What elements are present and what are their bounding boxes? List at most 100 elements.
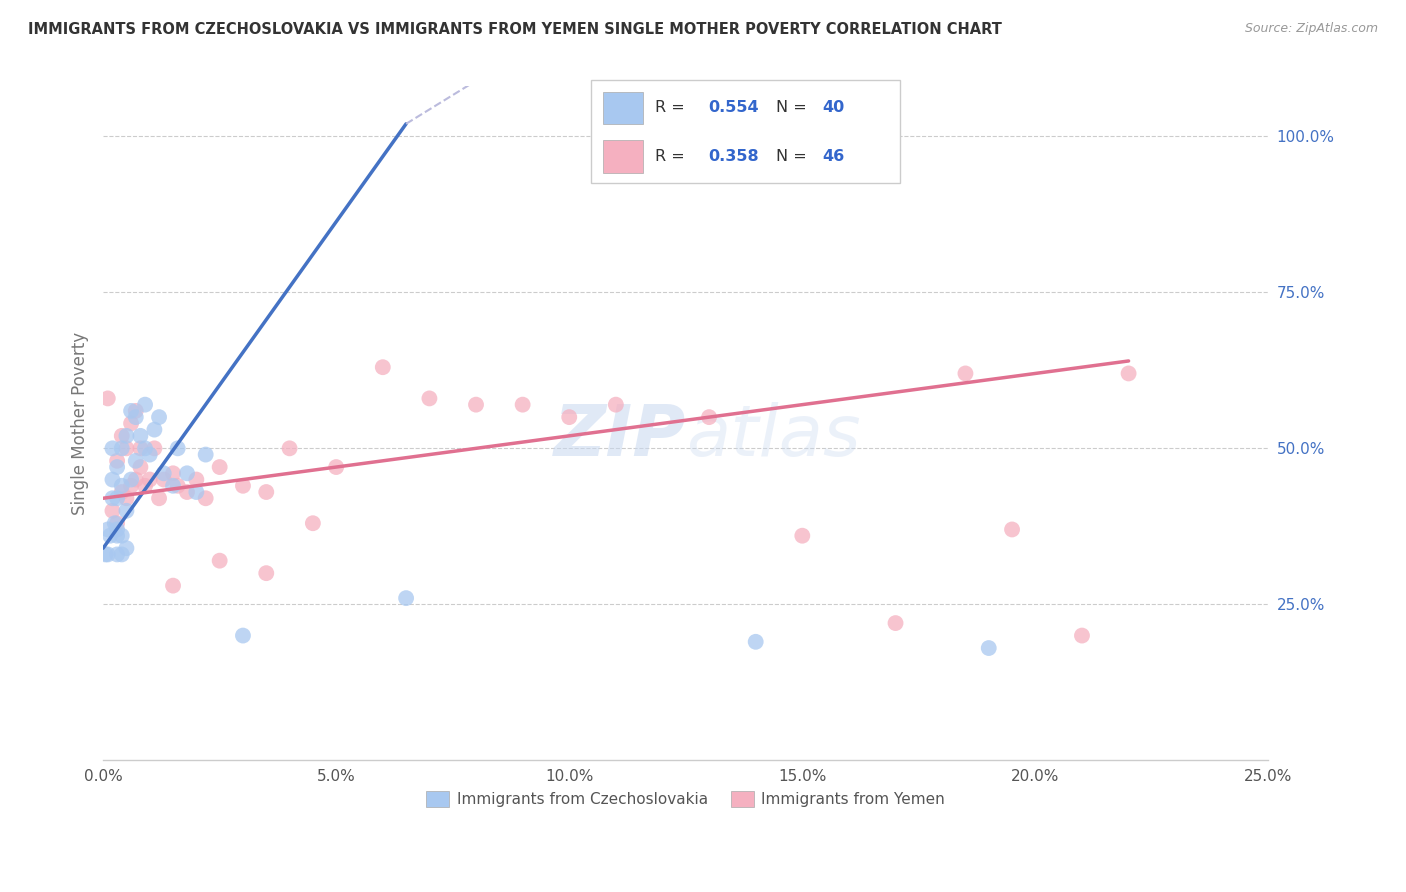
Point (120, 404, 142, 418)
Point (105, 454, 128, 468)
Point (558, 410, 581, 425)
Point (111, 442, 134, 456)
Point (129, 429, 152, 443)
Point (115, 429, 138, 443)
Point (105, 491, 128, 506)
Point (278, 442, 301, 456)
Point (162, 467, 184, 481)
Text: N =: N = (776, 101, 813, 115)
Point (105, 523, 128, 537)
Legend: Immigrants from Czechoslovakia, Immigrants from Yemen: Immigrants from Czechoslovakia, Immigran… (420, 785, 952, 814)
Point (148, 491, 170, 506)
Point (194, 491, 217, 506)
Point (162, 579, 184, 593)
Point (111, 429, 134, 443)
Point (97, 548, 120, 562)
Point (977, 641, 1000, 656)
Point (465, 398, 488, 412)
Point (125, 454, 148, 468)
Point (148, 410, 170, 425)
FancyBboxPatch shape (603, 140, 643, 173)
Text: 40: 40 (823, 101, 845, 115)
Text: Source: ZipAtlas.com: Source: ZipAtlas.com (1244, 22, 1378, 36)
Point (512, 398, 534, 412)
FancyBboxPatch shape (591, 80, 900, 183)
Point (143, 423, 166, 437)
Point (162, 479, 184, 493)
Point (120, 479, 142, 493)
Point (101, 473, 124, 487)
Y-axis label: Single Mother Poverty: Single Mother Poverty (72, 332, 89, 515)
Point (254, 485, 277, 500)
Point (166, 479, 188, 493)
Point (105, 516, 128, 531)
Point (125, 404, 148, 418)
Point (125, 473, 148, 487)
Point (208, 554, 231, 568)
Point (115, 541, 138, 556)
Point (744, 635, 766, 649)
Point (955, 367, 977, 381)
Point (101, 442, 124, 456)
Point (186, 485, 208, 500)
Point (111, 548, 134, 562)
Text: N =: N = (776, 149, 813, 164)
Point (152, 473, 174, 487)
Point (98, 529, 121, 543)
Point (143, 442, 166, 456)
Point (134, 442, 156, 456)
Point (101, 491, 124, 506)
Point (194, 448, 217, 462)
Point (129, 460, 152, 475)
Point (697, 410, 720, 425)
Text: R =: R = (655, 149, 690, 164)
Point (105, 529, 128, 543)
Point (1118, 367, 1140, 381)
Text: IMMIGRANTS FROM CZECHOSLOVAKIA VS IMMIGRANTS FROM YEMEN SINGLE MOTHER POVERTY CO: IMMIGRANTS FROM CZECHOSLOVAKIA VS IMMIGR… (28, 22, 1002, 37)
Point (395, 591, 418, 606)
Point (884, 616, 907, 631)
Point (1001, 523, 1024, 537)
Point (792, 529, 814, 543)
Point (166, 442, 188, 456)
Text: 0.554: 0.554 (709, 101, 759, 115)
Point (120, 417, 142, 431)
Point (125, 410, 148, 425)
Text: R =: R = (655, 101, 690, 115)
Point (134, 479, 156, 493)
Text: 46: 46 (823, 149, 845, 164)
Point (1071, 629, 1094, 643)
Point (302, 516, 325, 531)
Point (97, 392, 120, 406)
Point (139, 448, 162, 462)
Point (104, 516, 127, 531)
Point (186, 473, 208, 487)
Point (111, 479, 134, 493)
Point (115, 491, 138, 506)
Point (115, 442, 138, 456)
Point (208, 460, 231, 475)
Point (418, 392, 440, 406)
Point (129, 442, 152, 456)
FancyBboxPatch shape (603, 92, 643, 124)
Point (605, 398, 627, 412)
Point (139, 473, 162, 487)
Point (232, 479, 254, 493)
Point (176, 467, 198, 481)
Point (111, 529, 134, 543)
Point (120, 473, 142, 487)
Point (105, 460, 128, 475)
Point (176, 485, 198, 500)
Text: ZIP: ZIP (554, 402, 686, 471)
Point (254, 566, 277, 581)
Point (371, 360, 394, 375)
Point (115, 504, 138, 518)
Point (101, 504, 124, 518)
Point (105, 548, 128, 562)
Text: 0.358: 0.358 (709, 149, 759, 164)
Point (232, 629, 254, 643)
Point (97, 523, 120, 537)
Point (152, 467, 174, 481)
Point (111, 485, 134, 500)
Point (134, 398, 156, 412)
